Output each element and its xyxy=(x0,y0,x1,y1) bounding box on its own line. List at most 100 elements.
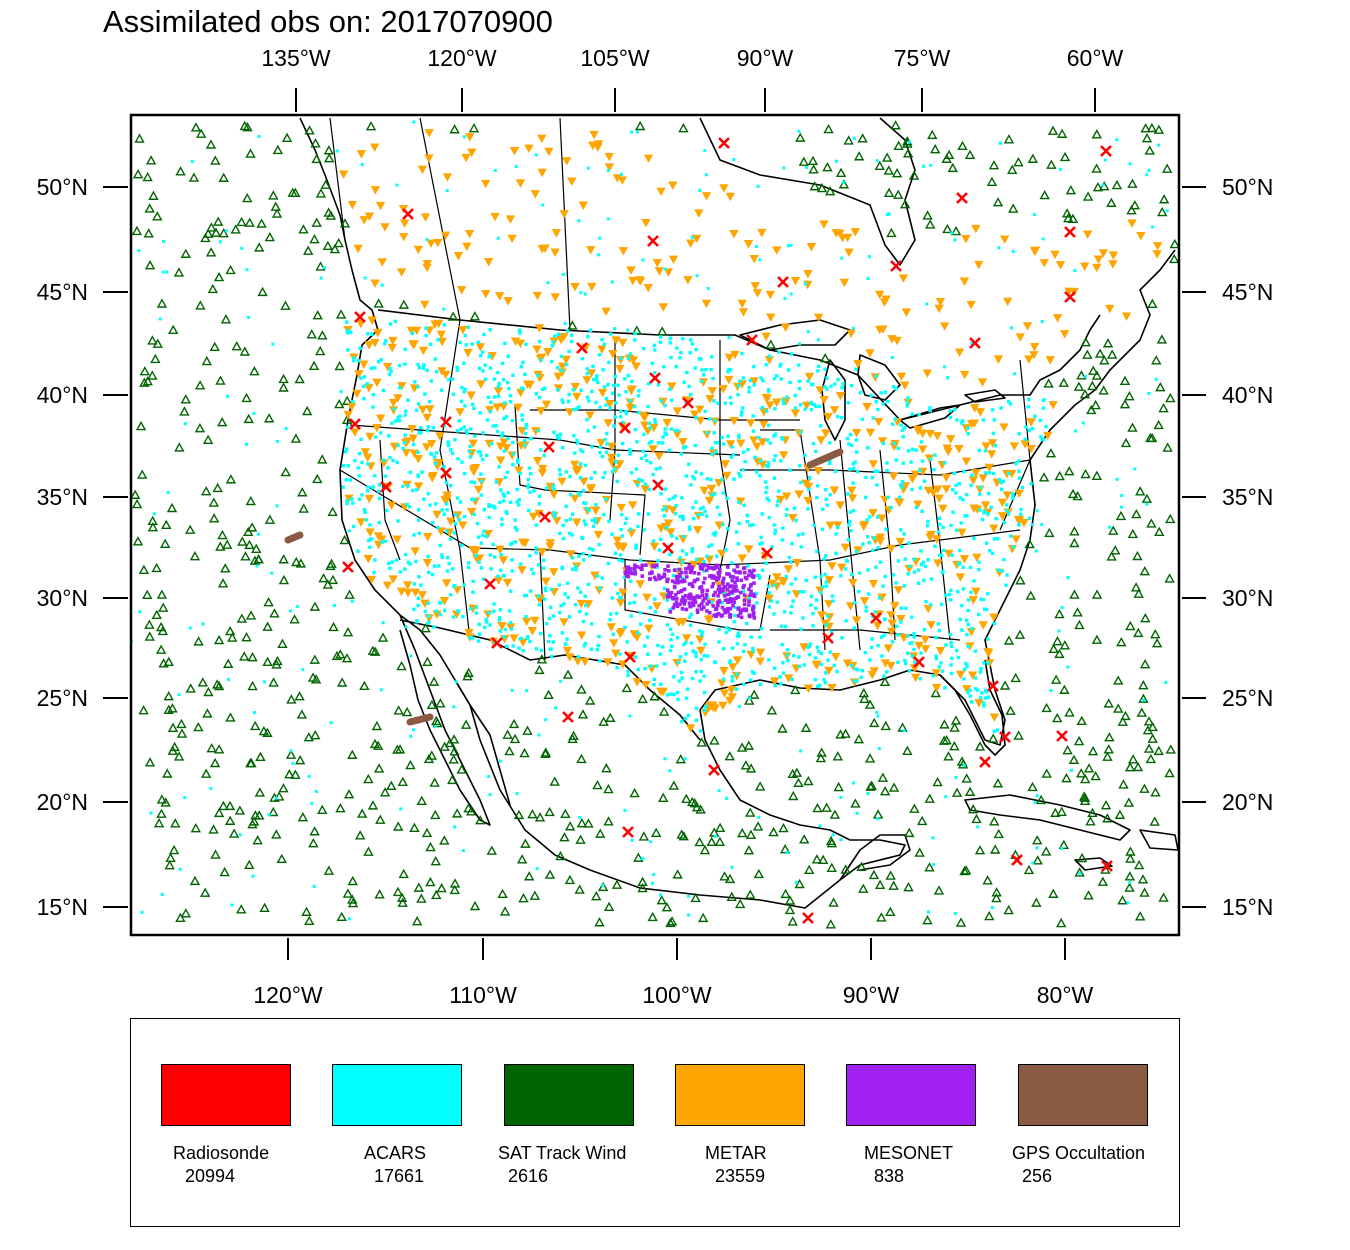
metar-marker xyxy=(615,629,625,639)
acars-marker xyxy=(977,560,981,564)
metar-marker xyxy=(825,521,835,530)
acars-marker xyxy=(839,416,844,420)
metar-marker xyxy=(616,503,627,513)
acars-marker xyxy=(750,670,755,674)
metar-marker xyxy=(356,518,366,527)
metar-marker xyxy=(894,498,905,508)
metar-marker xyxy=(942,444,952,453)
metar-marker xyxy=(844,248,854,258)
acars-marker xyxy=(492,602,496,606)
acars-marker xyxy=(606,168,610,172)
metar-marker xyxy=(755,657,765,667)
sat-track-wind-marker xyxy=(564,874,576,885)
baja-california xyxy=(399,614,491,826)
acars-marker xyxy=(984,541,989,545)
metar-marker xyxy=(868,460,879,469)
metar-marker xyxy=(627,385,637,394)
mesonet-marker xyxy=(735,564,740,569)
acars-marker xyxy=(556,332,561,337)
sat-track-wind-marker xyxy=(638,831,650,841)
acars-marker xyxy=(459,399,464,404)
acars-marker xyxy=(620,441,625,446)
acars-marker xyxy=(741,649,746,654)
radiosonde-marker xyxy=(619,422,631,434)
acars-marker xyxy=(440,388,444,392)
mesonet-marker xyxy=(727,600,732,604)
sat-track-wind-marker xyxy=(798,156,810,166)
metar-marker xyxy=(430,320,440,329)
acars-marker xyxy=(671,496,675,500)
sat-track-wind-marker xyxy=(737,827,748,838)
metar-marker xyxy=(543,348,553,357)
acars-marker xyxy=(515,458,520,462)
acars-marker xyxy=(754,470,759,474)
metar-marker xyxy=(954,348,965,357)
acars-marker xyxy=(804,578,809,583)
acars-marker xyxy=(1027,516,1032,521)
metar-marker xyxy=(545,539,555,548)
sat-track-wind-marker xyxy=(1076,852,1088,863)
acars-marker xyxy=(831,599,835,603)
sat-track-wind-marker xyxy=(1063,213,1074,223)
acars-marker xyxy=(544,718,548,722)
metar-marker xyxy=(931,684,942,693)
acars-marker xyxy=(668,627,673,631)
sat-track-wind-marker xyxy=(185,683,196,693)
sat-track-wind-marker xyxy=(1115,510,1127,521)
acars-marker xyxy=(1024,425,1028,429)
metar-marker xyxy=(517,426,527,436)
sat-track-wind-marker xyxy=(1134,486,1146,496)
acars-marker xyxy=(953,912,957,916)
acars-marker xyxy=(360,493,364,497)
sat-track-wind-marker xyxy=(259,902,270,913)
acars-marker xyxy=(939,553,944,557)
mesonet-marker xyxy=(657,576,662,581)
acars-marker xyxy=(403,433,407,437)
sat-track-wind-marker xyxy=(1094,348,1106,358)
acars-marker xyxy=(481,350,485,354)
acars-marker xyxy=(970,341,974,345)
acars-marker xyxy=(570,512,575,516)
acars-marker xyxy=(691,474,695,479)
acars-marker xyxy=(978,670,983,674)
acars-marker xyxy=(681,514,685,519)
sat-track-wind-marker xyxy=(245,757,256,768)
acars-marker xyxy=(970,473,974,478)
sat-track-wind-marker xyxy=(416,893,427,903)
acars-marker xyxy=(799,749,803,753)
acars-marker xyxy=(983,449,988,453)
sat-track-wind-marker xyxy=(1153,419,1164,430)
mesonet-marker xyxy=(728,606,733,611)
radiosonde-marker xyxy=(624,651,636,663)
acars-marker xyxy=(669,638,673,642)
sat-track-wind-marker xyxy=(1047,125,1059,135)
acars-marker xyxy=(520,413,524,417)
sat-track-wind-marker xyxy=(372,740,384,750)
acars-marker xyxy=(885,469,889,473)
metar-marker xyxy=(874,417,884,427)
mesonet-marker xyxy=(684,570,688,575)
metar-marker xyxy=(722,471,732,481)
mesonet-marker xyxy=(718,567,722,572)
metar-marker xyxy=(468,439,478,449)
acars-marker xyxy=(965,426,970,430)
mesonet-marker xyxy=(749,570,754,575)
acars-marker xyxy=(319,276,323,280)
acars-marker xyxy=(675,690,680,695)
sat-track-wind-marker xyxy=(1056,128,1068,138)
sat-track-wind-marker xyxy=(200,768,212,778)
mesonet-marker xyxy=(721,581,725,585)
acars-marker xyxy=(857,589,861,594)
metar-marker xyxy=(585,411,595,420)
acars-marker xyxy=(642,528,646,532)
sat-track-wind-marker xyxy=(213,634,225,645)
metar-marker xyxy=(499,438,509,447)
tick-label-left: 35°N xyxy=(37,484,88,510)
sat-track-wind-marker xyxy=(840,728,851,738)
acars-marker xyxy=(884,527,888,532)
sat-track-wind-marker xyxy=(156,298,168,308)
metar-marker xyxy=(360,448,371,457)
radiosonde-marker xyxy=(956,192,968,204)
acars-marker xyxy=(879,391,883,395)
acars-marker xyxy=(790,541,794,546)
